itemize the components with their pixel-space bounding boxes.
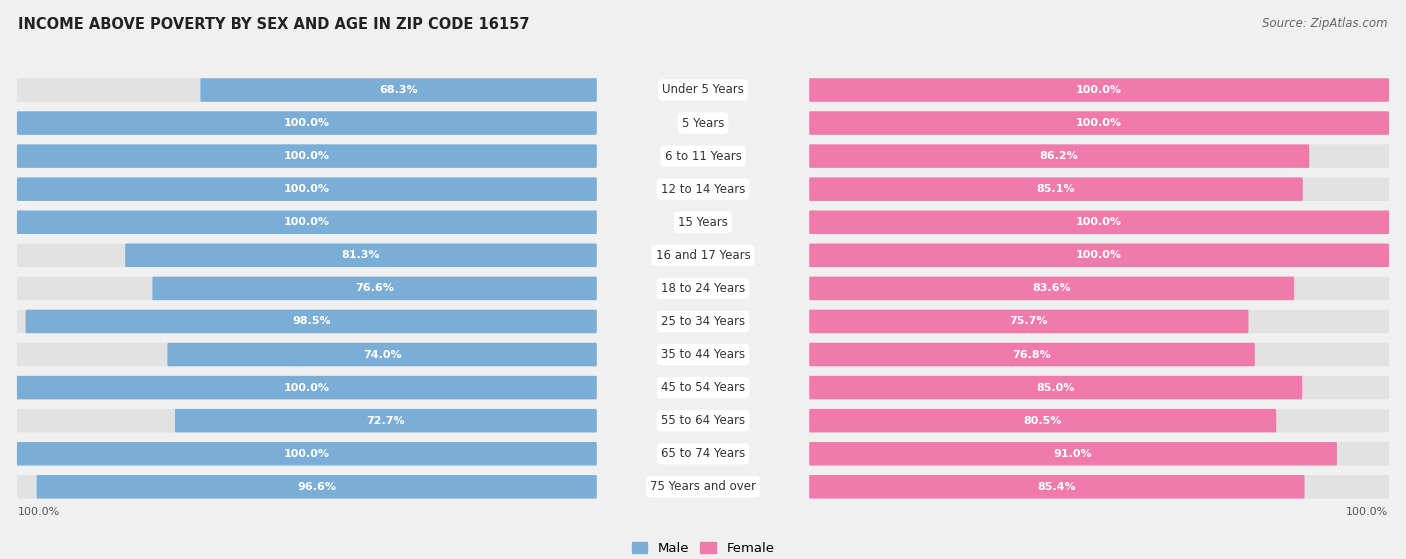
FancyBboxPatch shape (810, 310, 1389, 333)
FancyBboxPatch shape (810, 144, 1309, 168)
FancyBboxPatch shape (17, 144, 596, 168)
Text: 100.0%: 100.0% (1076, 85, 1122, 95)
Text: 76.8%: 76.8% (1012, 349, 1052, 359)
Text: 98.5%: 98.5% (292, 316, 330, 326)
Text: 25 to 34 Years: 25 to 34 Years (661, 315, 745, 328)
Text: 74.0%: 74.0% (363, 349, 401, 359)
Text: 35 to 44 Years: 35 to 44 Years (661, 348, 745, 361)
Text: 100.0%: 100.0% (1076, 118, 1122, 128)
FancyBboxPatch shape (810, 277, 1294, 300)
Text: 55 to 64 Years: 55 to 64 Years (661, 414, 745, 427)
FancyBboxPatch shape (810, 111, 1389, 135)
FancyBboxPatch shape (810, 376, 1389, 399)
FancyBboxPatch shape (167, 343, 596, 366)
Text: 100.0%: 100.0% (1076, 217, 1122, 228)
FancyBboxPatch shape (810, 177, 1389, 201)
FancyBboxPatch shape (810, 177, 1303, 201)
FancyBboxPatch shape (810, 244, 1389, 267)
FancyBboxPatch shape (17, 177, 596, 201)
Text: 18 to 24 Years: 18 to 24 Years (661, 282, 745, 295)
Text: 16 and 17 Years: 16 and 17 Years (655, 249, 751, 262)
FancyBboxPatch shape (17, 442, 596, 466)
Text: 100.0%: 100.0% (284, 151, 330, 161)
Text: 85.0%: 85.0% (1036, 382, 1076, 392)
FancyBboxPatch shape (17, 78, 596, 102)
FancyBboxPatch shape (201, 78, 596, 102)
FancyBboxPatch shape (37, 475, 596, 499)
FancyBboxPatch shape (810, 277, 1389, 300)
FancyBboxPatch shape (17, 442, 596, 466)
Text: 100.0%: 100.0% (284, 118, 330, 128)
Text: 100.0%: 100.0% (284, 382, 330, 392)
Text: 6 to 11 Years: 6 to 11 Years (665, 150, 741, 163)
FancyBboxPatch shape (17, 310, 596, 333)
FancyBboxPatch shape (810, 343, 1254, 366)
Text: 100.0%: 100.0% (284, 184, 330, 194)
FancyBboxPatch shape (17, 144, 596, 168)
FancyBboxPatch shape (810, 409, 1389, 433)
Text: 12 to 14 Years: 12 to 14 Years (661, 183, 745, 196)
Text: 75.7%: 75.7% (1010, 316, 1047, 326)
Text: 45 to 54 Years: 45 to 54 Years (661, 381, 745, 394)
Text: 75 Years and over: 75 Years and over (650, 480, 756, 493)
Text: INCOME ABOVE POVERTY BY SEX AND AGE IN ZIP CODE 16157: INCOME ABOVE POVERTY BY SEX AND AGE IN Z… (18, 17, 530, 32)
FancyBboxPatch shape (17, 211, 596, 234)
Text: 76.6%: 76.6% (356, 283, 394, 293)
Text: 68.3%: 68.3% (380, 85, 418, 95)
Text: 15 Years: 15 Years (678, 216, 728, 229)
FancyBboxPatch shape (810, 442, 1389, 466)
FancyBboxPatch shape (17, 244, 596, 267)
FancyBboxPatch shape (810, 376, 1302, 399)
Text: Source: ZipAtlas.com: Source: ZipAtlas.com (1263, 17, 1388, 30)
Text: 85.1%: 85.1% (1036, 184, 1076, 194)
FancyBboxPatch shape (810, 211, 1389, 234)
FancyBboxPatch shape (810, 111, 1389, 135)
FancyBboxPatch shape (17, 376, 596, 399)
Text: 5 Years: 5 Years (682, 117, 724, 130)
FancyBboxPatch shape (810, 310, 1249, 333)
Text: 91.0%: 91.0% (1053, 449, 1092, 459)
FancyBboxPatch shape (17, 343, 596, 366)
FancyBboxPatch shape (17, 475, 596, 499)
FancyBboxPatch shape (810, 475, 1389, 499)
Text: 96.6%: 96.6% (297, 482, 336, 492)
FancyBboxPatch shape (810, 442, 1337, 466)
FancyBboxPatch shape (25, 310, 596, 333)
FancyBboxPatch shape (810, 475, 1305, 499)
Text: 80.5%: 80.5% (1024, 416, 1062, 425)
Text: 100.0%: 100.0% (17, 506, 59, 517)
FancyBboxPatch shape (17, 277, 596, 300)
Text: Under 5 Years: Under 5 Years (662, 83, 744, 97)
FancyBboxPatch shape (17, 111, 596, 135)
FancyBboxPatch shape (152, 277, 596, 300)
FancyBboxPatch shape (810, 144, 1389, 168)
Text: 100.0%: 100.0% (1076, 250, 1122, 260)
FancyBboxPatch shape (17, 177, 596, 201)
FancyBboxPatch shape (17, 409, 596, 433)
Text: 100.0%: 100.0% (1347, 506, 1389, 517)
Text: 72.7%: 72.7% (367, 416, 405, 425)
FancyBboxPatch shape (810, 343, 1389, 366)
Text: 85.4%: 85.4% (1038, 482, 1076, 492)
Text: 65 to 74 Years: 65 to 74 Years (661, 447, 745, 460)
Text: 100.0%: 100.0% (284, 449, 330, 459)
Text: 100.0%: 100.0% (284, 217, 330, 228)
FancyBboxPatch shape (810, 78, 1389, 102)
Text: 86.2%: 86.2% (1040, 151, 1078, 161)
FancyBboxPatch shape (17, 211, 596, 234)
FancyBboxPatch shape (810, 409, 1277, 433)
Text: 81.3%: 81.3% (342, 250, 380, 260)
FancyBboxPatch shape (810, 211, 1389, 234)
FancyBboxPatch shape (17, 376, 596, 399)
FancyBboxPatch shape (810, 244, 1389, 267)
FancyBboxPatch shape (810, 78, 1389, 102)
FancyBboxPatch shape (174, 409, 596, 433)
Legend: Male, Female: Male, Female (626, 536, 780, 559)
FancyBboxPatch shape (125, 244, 596, 267)
FancyBboxPatch shape (17, 111, 596, 135)
Text: 83.6%: 83.6% (1032, 283, 1071, 293)
